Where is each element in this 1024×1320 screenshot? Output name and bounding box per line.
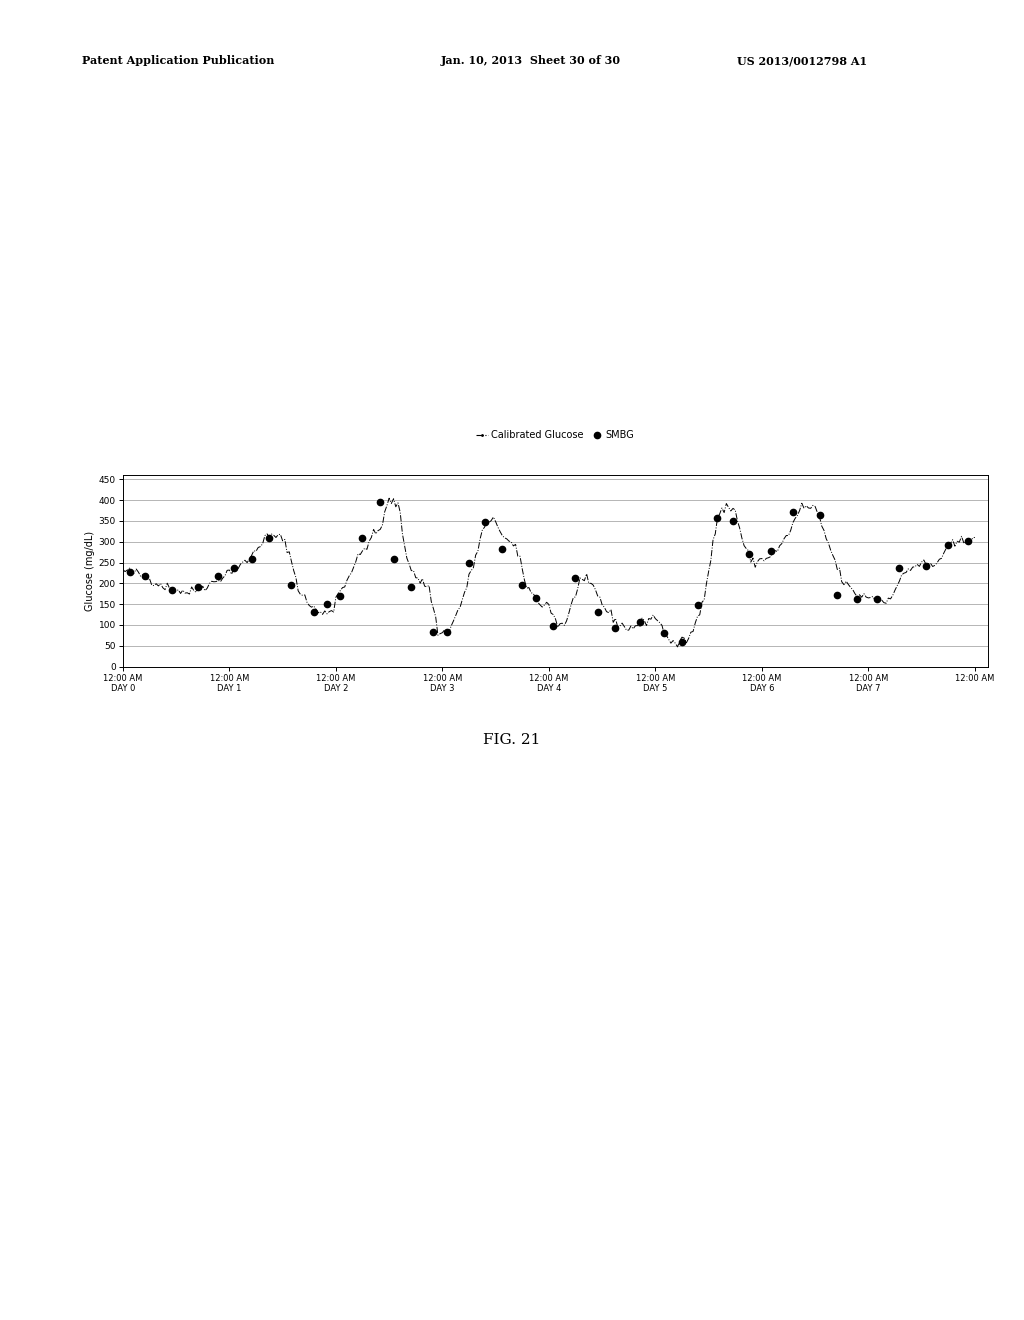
Text: Patent Application Publication: Patent Application Publication [82, 55, 274, 66]
Text: FIG. 21: FIG. 21 [483, 733, 541, 747]
Y-axis label: Glucose (mg/dL): Glucose (mg/dL) [85, 531, 94, 611]
Legend: Calibrated Glucose, SMBG: Calibrated Glucose, SMBG [472, 426, 639, 445]
Text: US 2013/0012798 A1: US 2013/0012798 A1 [737, 55, 867, 66]
Text: Jan. 10, 2013  Sheet 30 of 30: Jan. 10, 2013 Sheet 30 of 30 [440, 55, 621, 66]
